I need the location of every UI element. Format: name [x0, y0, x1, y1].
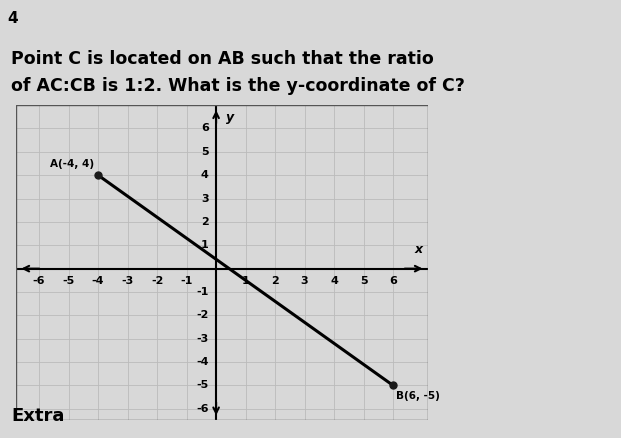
Text: -4: -4 [196, 357, 209, 367]
Text: -5: -5 [63, 276, 75, 286]
Text: 4: 4 [7, 11, 18, 26]
Text: -4: -4 [92, 276, 104, 286]
Text: 4: 4 [330, 276, 338, 286]
Text: -2: -2 [151, 276, 163, 286]
Text: -3: -3 [196, 334, 209, 344]
Text: 2: 2 [271, 276, 279, 286]
Text: A(-4, 4): A(-4, 4) [50, 159, 94, 170]
Text: -5: -5 [196, 381, 209, 390]
Text: 1: 1 [201, 240, 209, 250]
Text: 5: 5 [360, 276, 368, 286]
Text: 4: 4 [201, 170, 209, 180]
Text: -1: -1 [181, 276, 193, 286]
Text: Point C is located on AB such that the ratio: Point C is located on AB such that the r… [11, 50, 434, 68]
Text: of AC:CB is 1:2. What is the y-coordinate of C?: of AC:CB is 1:2. What is the y-coordinat… [11, 77, 465, 95]
Text: -6: -6 [33, 276, 45, 286]
Text: 6: 6 [389, 276, 397, 286]
Text: 1: 1 [242, 276, 250, 286]
Text: 5: 5 [201, 147, 209, 157]
Text: -1: -1 [196, 287, 209, 297]
Text: B(6, -5): B(6, -5) [396, 391, 440, 401]
Text: 3: 3 [301, 276, 309, 286]
Text: -2: -2 [196, 311, 209, 320]
Text: -6: -6 [196, 404, 209, 414]
Text: Extra: Extra [11, 407, 65, 425]
Text: 6: 6 [201, 124, 209, 134]
Text: x: x [414, 243, 422, 256]
Text: 2: 2 [201, 217, 209, 227]
Text: y: y [227, 111, 235, 124]
Text: 3: 3 [201, 194, 209, 204]
Text: -3: -3 [122, 276, 134, 286]
